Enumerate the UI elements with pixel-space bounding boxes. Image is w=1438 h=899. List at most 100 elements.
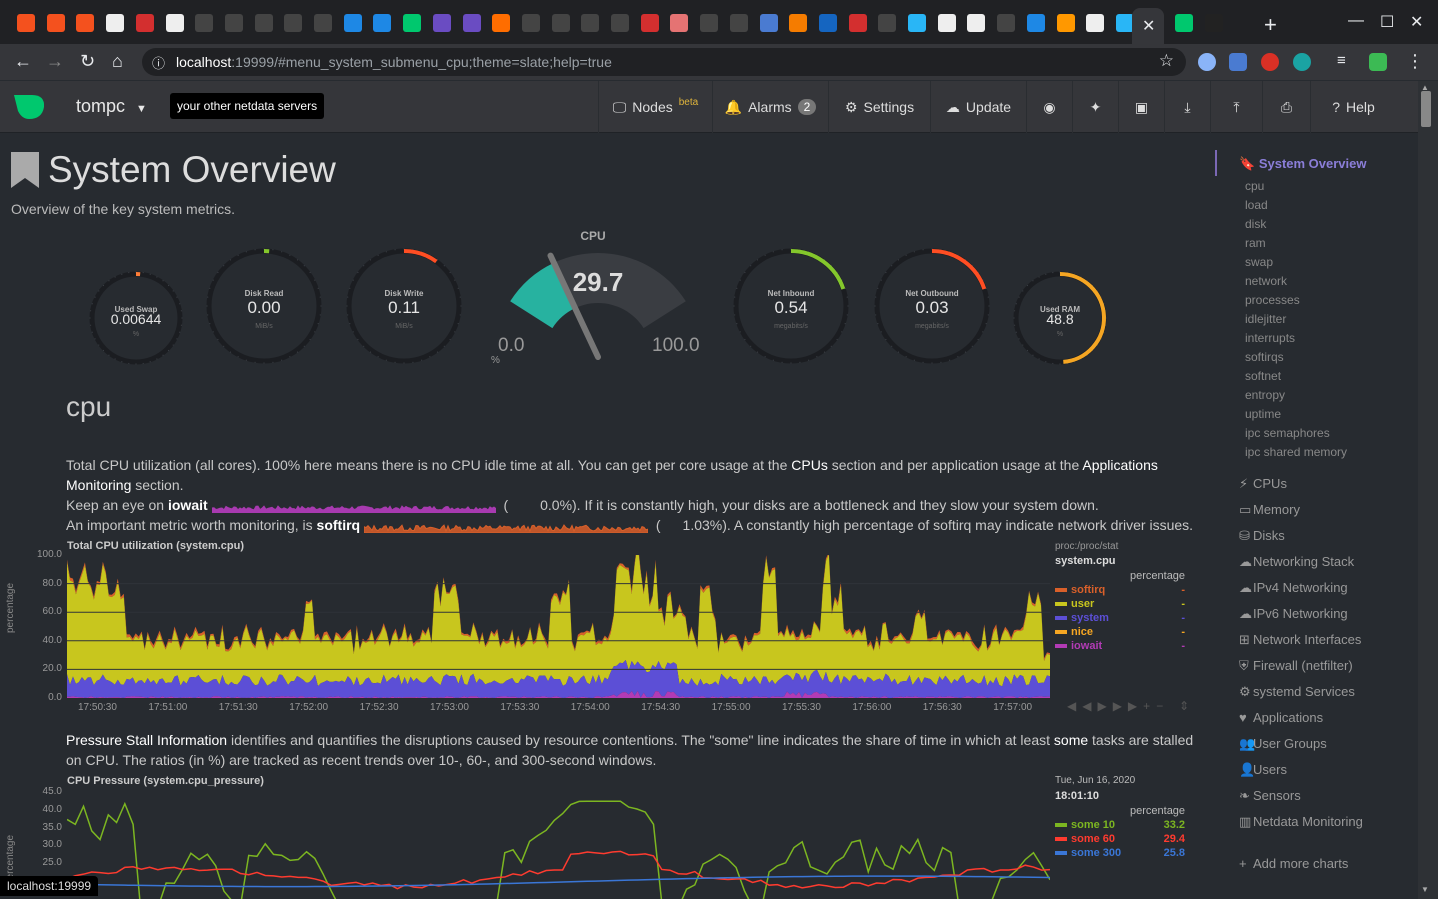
- minimize-icon[interactable]: —: [1348, 12, 1364, 29]
- media-icon[interactable]: ≡: [1337, 52, 1346, 69]
- sidebar-item-firewall-netfilter[interactable]: ⛨ Firewall (netfilter): [1239, 658, 1353, 674]
- sidebar-subitem-processes[interactable]: processes: [1245, 293, 1300, 307]
- info-icon[interactable]: ⓘ: [152, 56, 166, 71]
- twitter-button[interactable]: ✦: [1072, 81, 1118, 133]
- legend-item[interactable]: system: [1055, 612, 1109, 624]
- nodes-button[interactable]: 🖵 Nodes beta: [598, 81, 712, 133]
- netdata-logo-icon[interactable]: [12, 93, 46, 121]
- browser-tab[interactable]: [848, 14, 867, 32]
- browser-tab[interactable]: [611, 14, 629, 32]
- print-button[interactable]: ⎙: [1262, 81, 1310, 133]
- play-icon[interactable]: ▶: [1097, 699, 1113, 713]
- browser-tab[interactable]: [1175, 14, 1194, 32]
- browser-tab[interactable]: [1205, 14, 1223, 32]
- sidebar-subitem-ipc-shared-memory[interactable]: ipc shared memory: [1245, 445, 1348, 459]
- browser-tab[interactable]: [462, 14, 481, 32]
- cpus-link[interactable]: CPUs: [791, 457, 828, 473]
- sidebar-subitem-interrupts[interactable]: interrupts: [1245, 331, 1296, 345]
- used-swap-gauge[interactable]: Used Swap 0.00644%: [88, 270, 184, 366]
- bookmark-star-icon[interactable]: ☆: [1158, 51, 1174, 70]
- browser-tab[interactable]: [106, 14, 125, 32]
- browser-tab[interactable]: [17, 14, 35, 32]
- browser-tab[interactable]: [997, 14, 1016, 32]
- other-servers-button[interactable]: your other netdata servers: [170, 93, 325, 119]
- scroll-up-icon[interactable]: ▲: [1421, 83, 1429, 92]
- zoom-in-icon[interactable]: +: [1143, 699, 1157, 713]
- legend-item[interactable]: some 300: [1055, 847, 1121, 859]
- browser-tab[interactable]: [314, 14, 332, 32]
- legend-item[interactable]: user: [1055, 598, 1094, 610]
- browser-tab[interactable]: [432, 14, 451, 32]
- browser-tab[interactable]: [551, 14, 570, 32]
- sidebar-item-networking-stack[interactable]: ☁Networking Stack: [1239, 554, 1354, 570]
- browser-tab[interactable]: [937, 14, 956, 32]
- browser-tab[interactable]: [46, 14, 65, 32]
- close-tab-icon[interactable]: ✕: [1142, 18, 1156, 35]
- scroll-down-icon[interactable]: ▼: [1421, 885, 1429, 894]
- browser-tab[interactable]: [908, 14, 926, 32]
- sidebar-subitem-softnet[interactable]: softnet: [1245, 369, 1282, 383]
- extension-icon[interactable]: [1261, 53, 1279, 71]
- sidebar-subitem-uptime[interactable]: uptime: [1245, 407, 1282, 421]
- sidebar-subitem-idlejitter[interactable]: idlejitter: [1245, 312, 1287, 326]
- extension-icon[interactable]: [1198, 53, 1216, 71]
- legend-item[interactable]: some 10: [1055, 819, 1115, 831]
- sidebar-subitem-ipc-semaphores[interactable]: ipc semaphores: [1245, 426, 1330, 440]
- pressure-chart-plot[interactable]: [67, 785, 1050, 899]
- sidebar-item-user-groups[interactable]: 👥User Groups: [1239, 736, 1327, 752]
- download-button[interactable]: ⤓: [1164, 81, 1210, 133]
- disk-write-gauge[interactable]: Disk Write 0.11 MiB/s: [345, 247, 463, 365]
- reload-icon[interactable]: ↻: [80, 51, 96, 71]
- new-tab-icon[interactable]: +: [1264, 12, 1277, 37]
- scrollbar-thumb[interactable]: [1421, 91, 1431, 127]
- cpu-gauge[interactable]: CPU 29.7 0.0 100.0 %: [488, 227, 708, 367]
- browser-tab[interactable]: [818, 14, 837, 32]
- disk-read-gauge[interactable]: Disk Read 0.00 MiB/s: [205, 247, 323, 365]
- browser-tab[interactable]: [1086, 14, 1105, 32]
- browser-tab[interactable]: [195, 14, 214, 32]
- browser-tab[interactable]: [343, 14, 362, 32]
- browser-tab[interactable]: [670, 14, 689, 32]
- net-outbound-gauge[interactable]: Net Outbound 0.03 megabits/s: [873, 247, 991, 365]
- browser-tab[interactable]: [492, 14, 511, 32]
- sidebar-subitem-swap[interactable]: swap: [1245, 255, 1274, 269]
- legend-item[interactable]: softirq: [1055, 584, 1105, 596]
- legend-item[interactable]: nice: [1055, 626, 1093, 638]
- browser-tab[interactable]: [135, 14, 154, 32]
- sidebar-subitem-load[interactable]: load: [1245, 198, 1268, 212]
- sidebar-subitem-softirqs[interactable]: softirqs: [1245, 350, 1284, 364]
- browser-tab[interactable]: [224, 14, 243, 32]
- sidebar-subitem-entropy[interactable]: entropy: [1245, 388, 1286, 402]
- legend-item[interactable]: some 60: [1055, 833, 1115, 845]
- alarms-button[interactable]: 🔔 Alarms 2: [712, 81, 828, 133]
- sidebar-item-system-overview[interactable]: 🔖 System Overview: [1239, 156, 1367, 172]
- back-icon[interactable]: ←: [14, 51, 32, 71]
- extension-icon[interactable]: [1293, 53, 1311, 71]
- zoom-out-icon[interactable]: −: [1156, 699, 1170, 713]
- active-tab[interactable]: [1132, 8, 1164, 44]
- sidebar-subitem-ram[interactable]: ram: [1245, 236, 1266, 250]
- browser-tab[interactable]: [759, 14, 778, 32]
- used-ram-gauge[interactable]: Used RAM 48.8%: [1012, 270, 1108, 366]
- applications-link[interactable]: Applications Monitoring: [66, 457, 1158, 493]
- browser-tab[interactable]: [1026, 14, 1045, 32]
- update-button[interactable]: ☁ Update: [930, 81, 1026, 133]
- maximize-icon[interactable]: ☐: [1380, 14, 1395, 31]
- hostname-dropdown[interactable]: tompc ▼: [76, 96, 147, 117]
- sidebar-subitem-network[interactable]: network: [1245, 274, 1288, 288]
- browser-tab[interactable]: [729, 14, 748, 32]
- browser-tab[interactable]: [1115, 14, 1134, 32]
- resize-icon[interactable]: ⇕: [1179, 699, 1190, 713]
- browser-tab[interactable]: [165, 14, 184, 32]
- browser-tab[interactable]: [1056, 14, 1075, 32]
- sidebar-subitem-cpu[interactable]: cpu: [1245, 179, 1265, 193]
- home-icon[interactable]: ⌂: [112, 51, 123, 71]
- address-bar[interactable]: ⓘ localhost:19999/#menu_system_submenu_c…: [142, 48, 1186, 76]
- browser-tab[interactable]: [640, 14, 659, 32]
- browser-tab[interactable]: [521, 14, 540, 32]
- sidebar-item-sensors[interactable]: ❧ Sensors: [1239, 788, 1301, 804]
- close-window-icon[interactable]: ✕: [1410, 14, 1424, 31]
- browser-tab[interactable]: [581, 14, 600, 32]
- sidebar-item-netdata-monitoring[interactable]: ▥ Netdata Monitoring: [1239, 814, 1363, 830]
- scrollbar[interactable]: ▲ ▼: [1418, 81, 1438, 899]
